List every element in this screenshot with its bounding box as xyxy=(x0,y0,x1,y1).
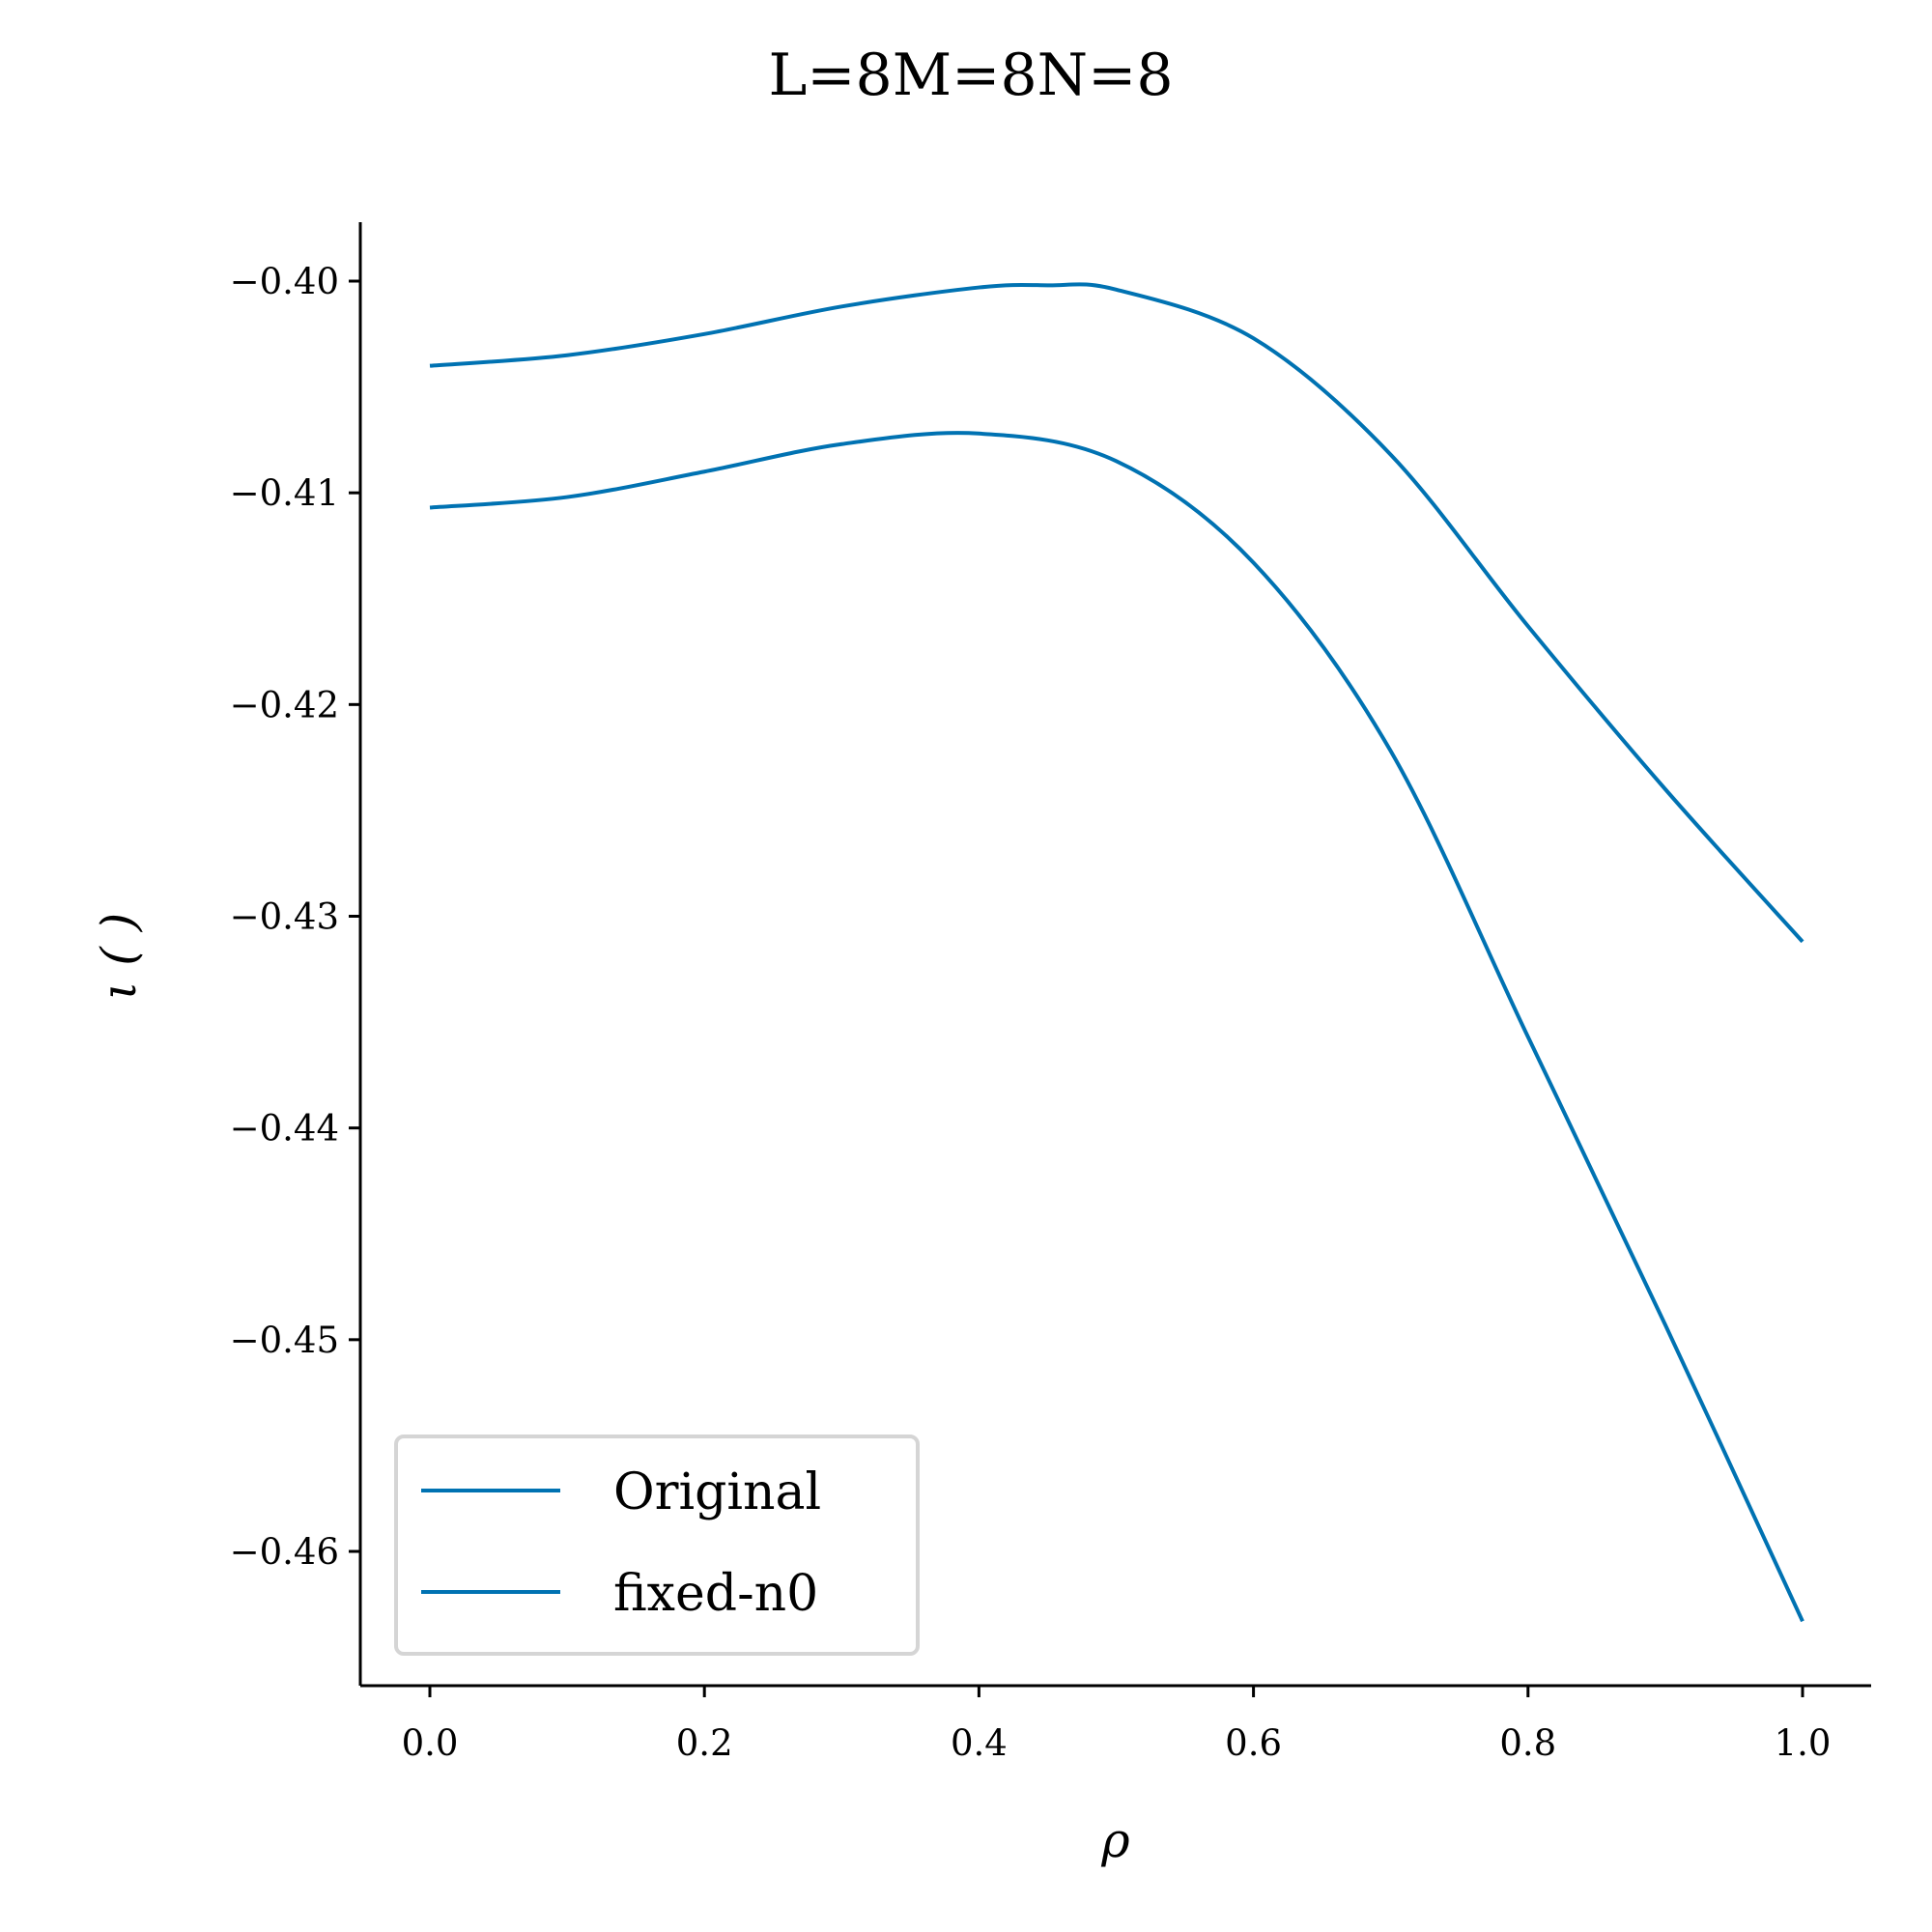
y-axis-label: ι ( ) xyxy=(91,913,147,1000)
y-tick-label: −0.43 xyxy=(230,896,339,938)
y-tick-label: −0.46 xyxy=(230,1531,339,1573)
y-tick-label: −0.45 xyxy=(230,1320,339,1361)
chart-title: L=8M=8N=8 xyxy=(768,42,1173,109)
x-axis-label: ρ xyxy=(1100,1812,1130,1868)
series-lines xyxy=(429,282,1804,1623)
legend-label-fixed-n0: fixed-n0 xyxy=(613,1565,818,1623)
x-tick-label: 0.8 xyxy=(1499,1722,1556,1764)
x-tick-label: 0.0 xyxy=(402,1722,459,1764)
y-axis-ticks: −0.40 −0.41 −0.42 −0.43 −0.44 −0.45 −0.46 xyxy=(230,261,360,1573)
x-tick-label: 1.0 xyxy=(1775,1722,1832,1764)
legend-label-original: Original xyxy=(613,1463,821,1521)
series-line-fixed-n0 xyxy=(429,431,1804,1623)
series-line-original xyxy=(429,282,1804,944)
x-tick-label: 0.6 xyxy=(1225,1722,1282,1764)
y-tick-label: −0.40 xyxy=(230,261,339,302)
x-axis-ticks: 0.0 0.2 0.4 0.6 0.8 1.0 xyxy=(402,1686,1832,1764)
x-tick-label: 0.2 xyxy=(676,1722,733,1764)
y-tick-label: −0.42 xyxy=(230,684,339,725)
y-tick-label: −0.41 xyxy=(230,472,339,514)
legend: Original fixed-n0 xyxy=(394,1435,920,1656)
x-tick-label: 0.4 xyxy=(951,1722,1008,1764)
y-tick-label: −0.44 xyxy=(230,1108,339,1150)
